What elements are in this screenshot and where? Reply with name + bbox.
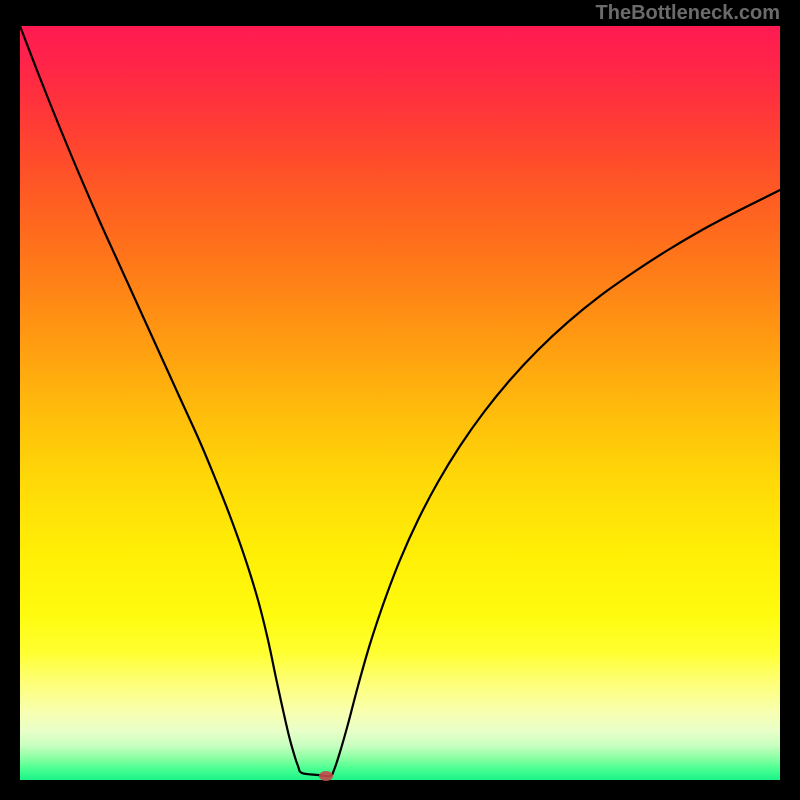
chart-container: TheBottleneck.com — [0, 0, 800, 800]
watermark-text: TheBottleneck.com — [596, 2, 780, 25]
bottleneck-chart — [0, 0, 800, 800]
